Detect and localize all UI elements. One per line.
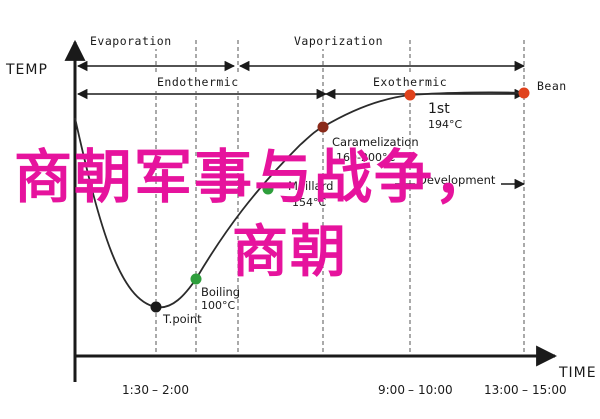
marker-label-first-crack: 1st — [428, 101, 450, 117]
y-axis-label: TEMP — [5, 62, 48, 78]
marker-label-bean: Bean — [537, 79, 567, 93]
marker-label-boiling: Boiling — [201, 285, 240, 299]
marker-temp-maillard: 154°C — [292, 196, 326, 209]
x-tick-separator: – — [408, 383, 414, 397]
x-tick-separator: – — [152, 383, 158, 397]
x-tick-label: 10:00 — [418, 383, 453, 397]
marker-temp-caramelization: 160-200°C — [336, 151, 395, 164]
marker-first-crack — [404, 89, 416, 101]
x-tick-label: 2:00 — [162, 383, 189, 397]
marker-maillard — [262, 183, 274, 195]
marker-temp-first-crack: 194°C — [428, 118, 462, 131]
marker-label-caramelization: Caramelization — [332, 135, 419, 149]
marker-temp-boiling: 100°C — [201, 299, 235, 312]
phase-label-endothermic: Endothermic — [157, 75, 239, 89]
marker-caramelization — [317, 121, 329, 133]
x-tick-label: 1:30 — [122, 383, 149, 397]
marker-boiling — [190, 273, 202, 285]
x-tick-label: 13:00 — [484, 383, 519, 397]
x-tick-label: 15:00 — [532, 383, 567, 397]
x-tick-separator: – — [522, 383, 528, 397]
marker-label-maillard: Maillard — [288, 179, 333, 193]
phase-label-vaporization: Vaporization — [294, 34, 383, 48]
marker-bean — [518, 87, 530, 99]
x-axis-label: TIME — [558, 365, 597, 381]
phase-label-exothermic: Exothermic — [373, 75, 447, 89]
development-label: Development — [418, 173, 496, 187]
x-tick-label: 9:00 — [378, 383, 405, 397]
phase-label-evaporation: Evaporation — [90, 34, 172, 48]
phase-arrows: Evaporation Vaporization Endothermic Exo… — [76, 33, 526, 100]
marker-t-point — [150, 301, 162, 313]
marker-label-t-point: T.point — [162, 312, 202, 326]
